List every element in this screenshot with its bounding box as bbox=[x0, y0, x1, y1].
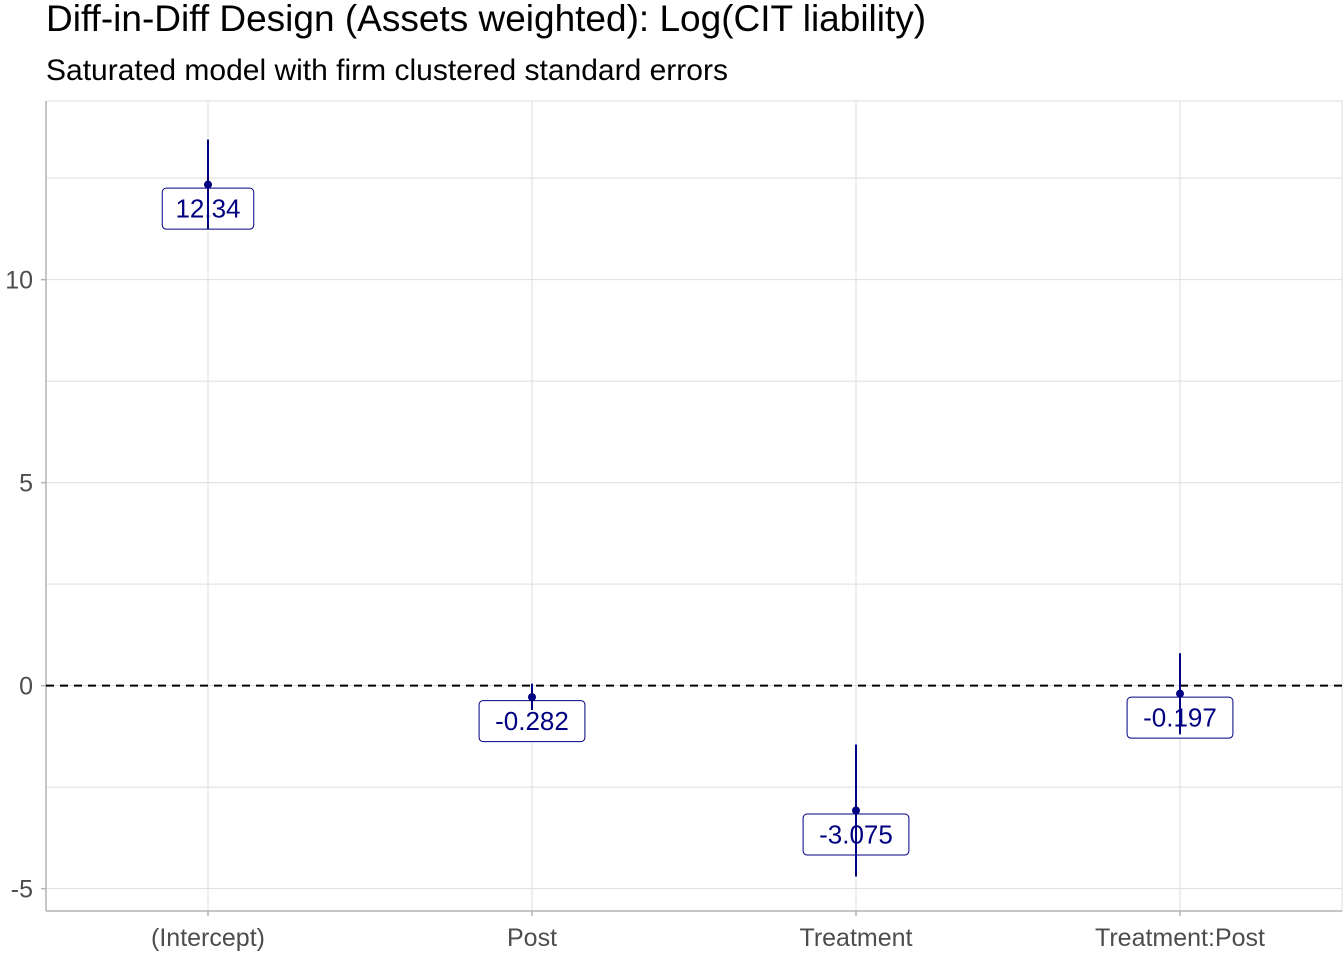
chart-title: Diff-in-Diff Design (Assets weighted): L… bbox=[46, 0, 926, 39]
y-tick-label: -5 bbox=[11, 876, 33, 904]
y-tick-label: 0 bbox=[19, 673, 33, 701]
x-tick-label: (Intercept) bbox=[151, 924, 265, 952]
axes bbox=[41, 101, 1342, 916]
point-estimate bbox=[528, 693, 536, 702]
point-estimate bbox=[852, 806, 860, 815]
estimate-label: 12.34 bbox=[175, 194, 240, 224]
estimate-label: -0.282 bbox=[495, 706, 569, 736]
chart-subtitle: Saturated model with firm clustered stan… bbox=[46, 54, 728, 87]
point-estimate bbox=[1176, 689, 1184, 698]
x-tick-label: Post bbox=[507, 924, 557, 952]
estimate-label: -3.075 bbox=[819, 820, 893, 850]
estimate-label: -0.197 bbox=[1143, 703, 1217, 733]
point-estimate bbox=[204, 180, 212, 189]
y-tick-label: 5 bbox=[19, 470, 33, 498]
coefficient-marks: 12.34 -0.282 -3.075 -0.197 bbox=[161, 139, 1234, 877]
axis-tick-labels: -5 0 5 10 (Intercept) Post Treatment Treatment:… bbox=[5, 267, 1265, 952]
x-tick-label: Treatment bbox=[799, 924, 912, 952]
x-tick-label: Treatment:Post bbox=[1095, 924, 1265, 952]
y-tick-label: 10 bbox=[5, 267, 33, 295]
